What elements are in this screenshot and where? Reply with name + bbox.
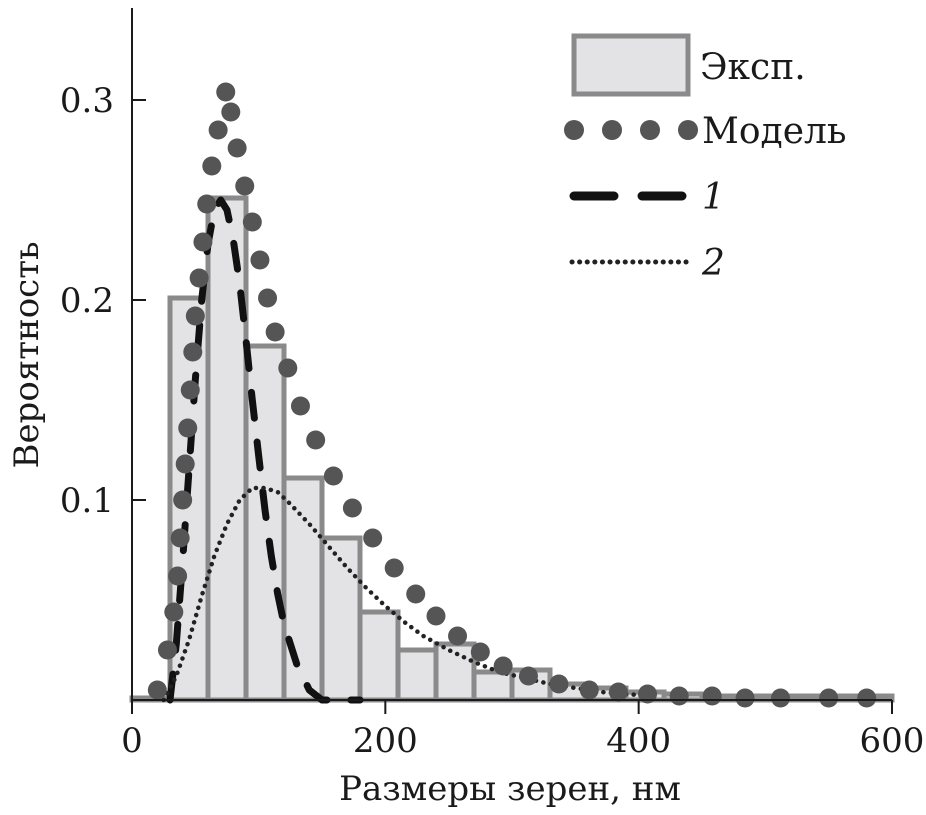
y-tick-label: 0.2 xyxy=(60,281,114,321)
legend-model-dot xyxy=(640,120,660,140)
ticks: 0 200 400 600 0.1 0.2 0.3 xyxy=(60,81,925,761)
legend-swatch-exp xyxy=(571,33,691,97)
model-point xyxy=(819,688,839,708)
model-point xyxy=(242,212,262,232)
model-point xyxy=(227,138,247,158)
y-axis-label: Вероятность xyxy=(7,241,47,468)
model-point xyxy=(183,342,203,362)
model-point xyxy=(185,306,205,326)
model-point xyxy=(518,666,538,686)
x-tick-label: 600 xyxy=(860,721,925,761)
model-point xyxy=(189,268,209,288)
model-point xyxy=(180,380,200,400)
model-point xyxy=(193,232,213,252)
model-point xyxy=(470,642,490,662)
model-point xyxy=(426,606,446,626)
histogram-bar xyxy=(357,609,401,703)
model-point xyxy=(735,688,755,708)
model-point xyxy=(202,156,222,176)
model-point xyxy=(170,528,190,548)
model-point xyxy=(178,418,198,438)
model-point xyxy=(669,686,689,706)
legend-label-curve-2: 2 xyxy=(701,243,725,284)
model-point xyxy=(157,640,177,660)
model-point xyxy=(197,194,217,214)
legend-model-dot xyxy=(678,120,698,140)
x-tick-label: 200 xyxy=(353,721,418,761)
histogram-bar xyxy=(471,669,515,703)
legend: Эксп. Модель 1 2 xyxy=(564,33,846,284)
model-point xyxy=(164,602,184,622)
legend-model-dot xyxy=(564,120,584,140)
x-axis-label: Размеры зерен, нм xyxy=(339,769,681,809)
model-point xyxy=(216,82,236,102)
model-point xyxy=(168,566,188,586)
model-point xyxy=(208,120,228,140)
axes xyxy=(131,8,892,701)
model-point xyxy=(290,396,310,416)
histogram-bar xyxy=(205,195,249,703)
model-point xyxy=(147,680,167,700)
legend-swatch-model xyxy=(564,120,698,140)
model-point xyxy=(278,358,298,378)
legend-label-curve-1: 1 xyxy=(702,177,725,218)
model-point xyxy=(235,176,255,196)
model-point xyxy=(363,528,383,548)
model-point xyxy=(323,466,343,486)
y-tick-label: 0.3 xyxy=(60,81,114,121)
model-point xyxy=(771,688,791,708)
curve-1-line xyxy=(166,196,364,704)
model-point xyxy=(258,288,278,308)
model-point xyxy=(549,674,569,694)
x-tick-label: 0 xyxy=(121,721,143,761)
model-point xyxy=(384,558,404,578)
model-point xyxy=(579,680,599,700)
legend-model-dot xyxy=(602,120,622,140)
model-point xyxy=(221,102,241,122)
curves xyxy=(161,196,654,704)
model-point xyxy=(448,626,468,646)
histogram-bar xyxy=(433,641,477,703)
model-point xyxy=(342,498,362,518)
x-tick-label: 400 xyxy=(606,721,671,761)
model-point xyxy=(493,656,513,676)
histogram-bar xyxy=(395,647,439,703)
model-point xyxy=(608,682,628,702)
model-point xyxy=(857,688,877,708)
model-point xyxy=(406,584,426,604)
histogram-bar xyxy=(319,535,363,703)
model-point xyxy=(250,250,270,270)
histogram-bar xyxy=(281,475,325,703)
histogram-bars xyxy=(129,195,895,703)
model-point xyxy=(306,430,326,450)
model-point xyxy=(173,490,193,510)
legend-label-exp: Эксп. xyxy=(700,47,806,88)
curve-2-line xyxy=(161,485,654,703)
model-point xyxy=(638,684,658,704)
model-point xyxy=(175,454,195,474)
model-point xyxy=(265,322,285,342)
model-point xyxy=(702,686,722,706)
legend-label-model: Модель xyxy=(702,111,846,152)
y-tick-label: 0.1 xyxy=(60,481,114,521)
